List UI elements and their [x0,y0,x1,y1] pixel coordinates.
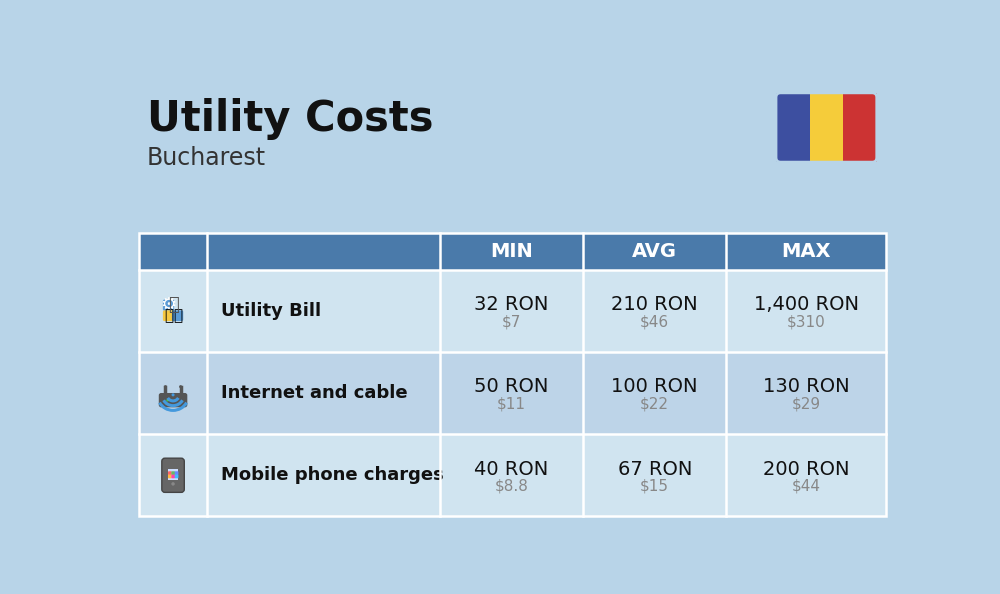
Text: 200 RON: 200 RON [763,460,849,479]
Text: 210 RON: 210 RON [611,295,698,314]
FancyBboxPatch shape [163,311,174,321]
Text: 67 RON: 67 RON [618,460,692,479]
Text: Mobile phone charges: Mobile phone charges [221,466,444,484]
Text: 🔌: 🔌 [164,308,173,324]
Text: $29: $29 [792,396,821,412]
Text: MIN: MIN [490,242,533,261]
Text: ⚙: ⚙ [160,296,177,314]
Text: $44: $44 [792,479,821,494]
Circle shape [172,393,175,396]
FancyBboxPatch shape [172,311,183,321]
FancyBboxPatch shape [168,469,178,480]
Text: 40 RON: 40 RON [474,460,548,479]
Text: $11: $11 [497,396,526,412]
Circle shape [179,385,182,388]
Text: 32 RON: 32 RON [474,295,549,314]
Text: Bucharest: Bucharest [147,146,266,169]
FancyBboxPatch shape [162,458,184,492]
Circle shape [166,399,169,402]
Text: MAX: MAX [781,242,831,261]
Text: 👤: 👤 [168,296,179,314]
Text: AVG: AVG [632,242,677,261]
Text: 🚰: 🚰 [173,308,182,324]
Text: 50 RON: 50 RON [474,377,549,396]
FancyBboxPatch shape [175,475,178,478]
Bar [810,93,843,162]
Circle shape [164,385,167,388]
Bar [139,270,886,352]
Bar [843,93,877,162]
Text: $46: $46 [640,314,669,329]
FancyBboxPatch shape [175,471,178,475]
Bar [139,233,886,516]
FancyBboxPatch shape [171,475,175,478]
Text: 130 RON: 130 RON [763,377,850,396]
Bar [776,93,810,162]
Circle shape [171,482,175,486]
Text: $7: $7 [502,314,521,329]
FancyBboxPatch shape [168,475,172,478]
Text: $8.8: $8.8 [494,479,528,494]
Text: 1,400 RON: 1,400 RON [754,295,859,314]
Text: 100 RON: 100 RON [611,377,698,396]
Text: Internet and cable: Internet and cable [221,384,408,402]
FancyBboxPatch shape [159,393,187,407]
Text: $310: $310 [787,314,826,329]
FancyBboxPatch shape [171,471,175,475]
Text: Utility Costs: Utility Costs [147,98,433,140]
Bar [139,233,886,270]
FancyBboxPatch shape [168,471,172,475]
Bar [139,434,886,516]
Text: $22: $22 [640,396,669,412]
Bar [139,352,886,434]
FancyBboxPatch shape [163,299,174,311]
Text: $15: $15 [640,479,669,494]
Text: Utility Bill: Utility Bill [221,302,321,320]
